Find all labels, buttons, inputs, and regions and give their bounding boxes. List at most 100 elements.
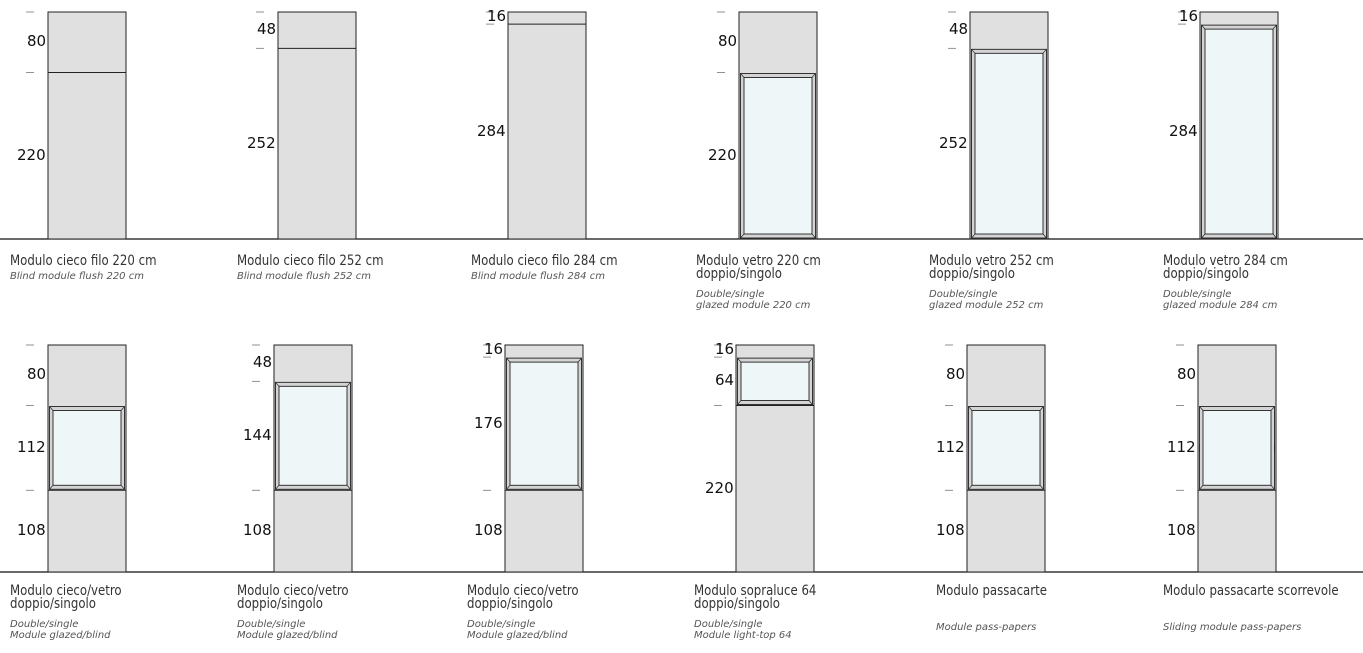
- dimension-label: 48: [257, 20, 277, 39]
- module-subtitle: Blind module flush 220 cm: [10, 271, 144, 282]
- frame-mitre: [49, 485, 54, 490]
- module-title: Modulo passacarte: [936, 583, 1047, 599]
- module-subtitle: Double/single: [237, 619, 306, 630]
- frame-mitre: [740, 73, 745, 78]
- frame-mitre: [1201, 233, 1206, 239]
- glazed-panel: [1199, 406, 1275, 490]
- dimension-label: 48: [253, 353, 273, 372]
- frame-mitre: [1201, 24, 1206, 30]
- frame-mitre: [737, 357, 742, 363]
- module-subtitle: Double/single: [1163, 289, 1232, 300]
- glazed-panel: [49, 406, 125, 490]
- module-subtitle: glazed module 284 cm: [1163, 300, 1278, 311]
- dimension-label: 112: [1167, 437, 1196, 456]
- frame-mitre: [968, 406, 973, 411]
- module-title: Modulo vetro 220 cm: [696, 253, 821, 269]
- module-title: doppio/singolo: [467, 596, 553, 612]
- frame-mitre: [968, 485, 973, 490]
- glass-pane: [52, 410, 122, 486]
- dimension-label: 80: [718, 32, 738, 51]
- module-subtitle: Module light-top 64: [694, 630, 792, 641]
- module-subtitle: Double/single: [10, 619, 79, 630]
- frame-mitre: [811, 73, 816, 78]
- frame-mitre: [808, 400, 813, 405]
- dimension-label: 108: [474, 521, 503, 540]
- frame-mitre: [808, 357, 813, 363]
- frame-mitre: [811, 233, 816, 239]
- module-title: doppio/singolo: [694, 596, 780, 612]
- module-subtitle: Module glazed/blind: [467, 630, 568, 641]
- frame-mitre: [1039, 406, 1044, 411]
- glass-pane: [1204, 28, 1274, 235]
- glazed-panel: [737, 357, 813, 405]
- module-subtitle: Module pass-papers: [936, 622, 1037, 633]
- module-body: [47, 11, 127, 240]
- dimension-label: 220: [705, 478, 734, 497]
- module-subtitle: Module glazed/blind: [237, 630, 338, 641]
- dimension-label: 252: [939, 133, 968, 152]
- frame-mitre: [1272, 24, 1277, 30]
- dimension-label: 16: [1179, 7, 1199, 25]
- module-r1m2: [256, 11, 357, 240]
- dimension-label: 108: [17, 521, 46, 540]
- frame-mitre: [1272, 233, 1277, 239]
- frame-mitre: [1199, 485, 1204, 490]
- frame-mitre: [120, 406, 125, 411]
- dimension-label: 16: [715, 340, 735, 358]
- module-subtitle: Double/single: [467, 619, 536, 630]
- dimension-label: 284: [1169, 121, 1198, 140]
- module-r1m1: [26, 11, 127, 240]
- frame-mitre: [1270, 485, 1275, 490]
- module-title: Modulo cieco/vetro: [237, 583, 349, 599]
- dimension-label: 220: [17, 145, 46, 164]
- module-title: Modulo cieco/vetro: [10, 583, 122, 599]
- frame-mitre: [1270, 406, 1275, 411]
- module-subtitle: Module glazed/blind: [10, 630, 111, 641]
- module-title: Modulo cieco filo 220 cm: [10, 253, 157, 269]
- dimension-label: 80: [1177, 365, 1197, 384]
- frame-mitre: [1042, 233, 1047, 239]
- glazed-panel: [275, 381, 351, 490]
- dimension-label: 80: [946, 365, 966, 384]
- module-subtitle: Sliding module pass-papers: [1163, 622, 1302, 633]
- module-title: doppio/singolo: [929, 266, 1015, 282]
- dimension-label: 112: [17, 437, 46, 456]
- dimension-label: 252: [247, 133, 276, 152]
- frame-mitre: [275, 485, 280, 490]
- module-title: Modulo sopraluce 64: [694, 583, 817, 599]
- glass-pane: [974, 52, 1044, 235]
- dimension-label: 284: [477, 121, 506, 140]
- frame-mitre: [120, 485, 125, 490]
- dimension-label: 176: [474, 413, 503, 432]
- dimension-label: 112: [936, 437, 965, 456]
- module-title: doppio/singolo: [237, 596, 323, 612]
- dimension-label: 108: [1167, 521, 1196, 540]
- dimension-label: 48: [949, 20, 969, 39]
- module-r1m3: [486, 11, 587, 240]
- dimension-label: 16: [487, 7, 507, 25]
- module-title: Modulo vetro 284 cm: [1163, 253, 1288, 269]
- frame-mitre: [737, 400, 742, 405]
- dimension-label: 16: [484, 340, 504, 358]
- module-subtitle: glazed module 220 cm: [696, 300, 811, 311]
- module-subtitle: Double/single: [929, 289, 998, 300]
- module-title: doppio/singolo: [696, 266, 782, 282]
- dimension-label: 80: [27, 32, 47, 51]
- frame-mitre: [971, 49, 976, 54]
- module-subtitle: Blind module flush 252 cm: [237, 271, 371, 282]
- glass-pane: [509, 361, 579, 486]
- glass-pane: [1202, 410, 1272, 486]
- module-subtitle: Double/single: [694, 619, 763, 630]
- glazed-panel: [506, 357, 582, 490]
- module-title: doppio/singolo: [1163, 266, 1249, 282]
- frame-mitre: [275, 382, 280, 387]
- dimension-label: 108: [243, 521, 272, 540]
- module-title: doppio/singolo: [10, 596, 96, 612]
- frame-mitre: [506, 357, 511, 363]
- frame-mitre: [740, 233, 745, 239]
- glass-pane: [743, 77, 813, 235]
- glass-pane: [740, 361, 810, 401]
- glazed-panel: [1201, 24, 1277, 239]
